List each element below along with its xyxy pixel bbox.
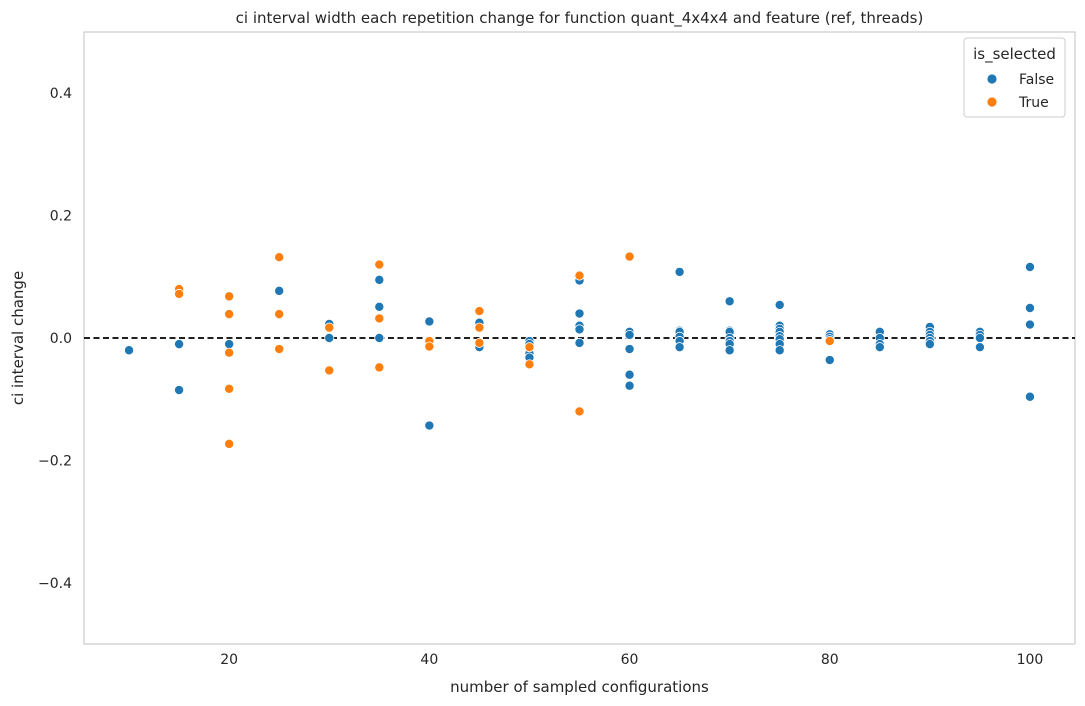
data-point-true xyxy=(174,288,185,299)
data-point-true xyxy=(374,313,385,324)
data-point-false xyxy=(574,337,585,348)
data-point-false xyxy=(974,332,985,343)
data-points xyxy=(124,251,1035,449)
legend-marker-false xyxy=(986,73,998,85)
x-tick-label: 80 xyxy=(821,652,839,668)
x-tick-label: 20 xyxy=(220,652,238,668)
data-point-false xyxy=(624,369,635,380)
data-point-false xyxy=(774,345,785,356)
data-point-true xyxy=(224,347,235,358)
y-tick-label: 0.0 xyxy=(50,331,72,347)
data-point-false xyxy=(774,299,785,310)
x-axis-ticks: 20 40 60 80 100 xyxy=(220,652,1043,668)
data-point-true xyxy=(324,322,335,333)
data-point-false xyxy=(924,339,935,350)
x-tick-label: 40 xyxy=(420,652,438,668)
x-tick-label: 60 xyxy=(621,652,639,668)
legend-box xyxy=(963,37,1066,118)
data-point-false xyxy=(824,355,835,366)
data-point-true xyxy=(374,362,385,373)
data-point-false xyxy=(1024,262,1035,273)
data-point-true xyxy=(224,438,235,449)
y-tick-label: −0.2 xyxy=(38,453,72,469)
y-axis-ticks: −0.4 −0.2 0.0 0.2 0.4 xyxy=(38,86,72,592)
data-point-false xyxy=(974,342,985,353)
x-axis-label: number of sampled configurations xyxy=(450,678,709,696)
data-point-false xyxy=(174,339,185,350)
data-point-true xyxy=(274,309,285,320)
data-point-true xyxy=(224,291,235,302)
data-point-false xyxy=(624,329,635,340)
data-point-true xyxy=(524,342,535,353)
data-point-true xyxy=(274,252,285,263)
data-point-true xyxy=(524,359,535,370)
data-point-false xyxy=(274,285,285,296)
series-true xyxy=(174,251,835,449)
data-point-false xyxy=(424,316,435,327)
data-point-true xyxy=(574,270,585,281)
y-tick-label: 0.4 xyxy=(50,86,72,102)
data-point-false xyxy=(1024,391,1035,402)
y-tick-label: −0.4 xyxy=(38,576,72,592)
data-point-true xyxy=(224,383,235,394)
data-point-false xyxy=(674,266,685,277)
data-point-false xyxy=(624,380,635,391)
data-point-false xyxy=(724,345,735,356)
y-axis-label: ci interval change xyxy=(9,271,27,405)
data-point-false xyxy=(324,332,335,343)
data-point-false xyxy=(574,324,585,335)
legend-label-false: False xyxy=(1019,72,1054,88)
legend-marker-true xyxy=(986,96,998,108)
data-point-false xyxy=(224,339,235,350)
data-point-true xyxy=(474,306,485,317)
data-point-true xyxy=(574,406,585,417)
data-point-false xyxy=(374,274,385,285)
chart-title: ci interval width each repetition change… xyxy=(236,9,924,28)
data-point-true xyxy=(324,365,335,376)
data-point-true xyxy=(474,337,485,348)
data-point-false xyxy=(424,420,435,431)
data-point-false xyxy=(574,308,585,319)
data-point-true xyxy=(474,322,485,333)
data-point-true xyxy=(824,336,835,347)
data-point-false xyxy=(674,342,685,353)
data-point-false xyxy=(1024,319,1035,330)
data-point-false xyxy=(724,296,735,307)
data-point-false xyxy=(374,301,385,312)
data-point-true xyxy=(274,344,285,355)
data-point-false xyxy=(374,332,385,343)
legend-label-true: True xyxy=(1018,95,1049,111)
data-point-false xyxy=(874,342,885,353)
data-point-true xyxy=(374,259,385,270)
data-point-true xyxy=(624,251,635,262)
data-point-false xyxy=(624,344,635,355)
data-point-true xyxy=(424,341,435,352)
data-point-false xyxy=(174,385,185,396)
legend-title: is_selected xyxy=(973,45,1056,64)
data-point-false xyxy=(1024,303,1035,314)
y-tick-label: 0.2 xyxy=(50,209,72,225)
x-tick-label: 100 xyxy=(1017,652,1044,668)
data-point-false xyxy=(124,345,135,356)
data-point-true xyxy=(224,309,235,320)
legend: is_selected False True xyxy=(963,37,1066,118)
